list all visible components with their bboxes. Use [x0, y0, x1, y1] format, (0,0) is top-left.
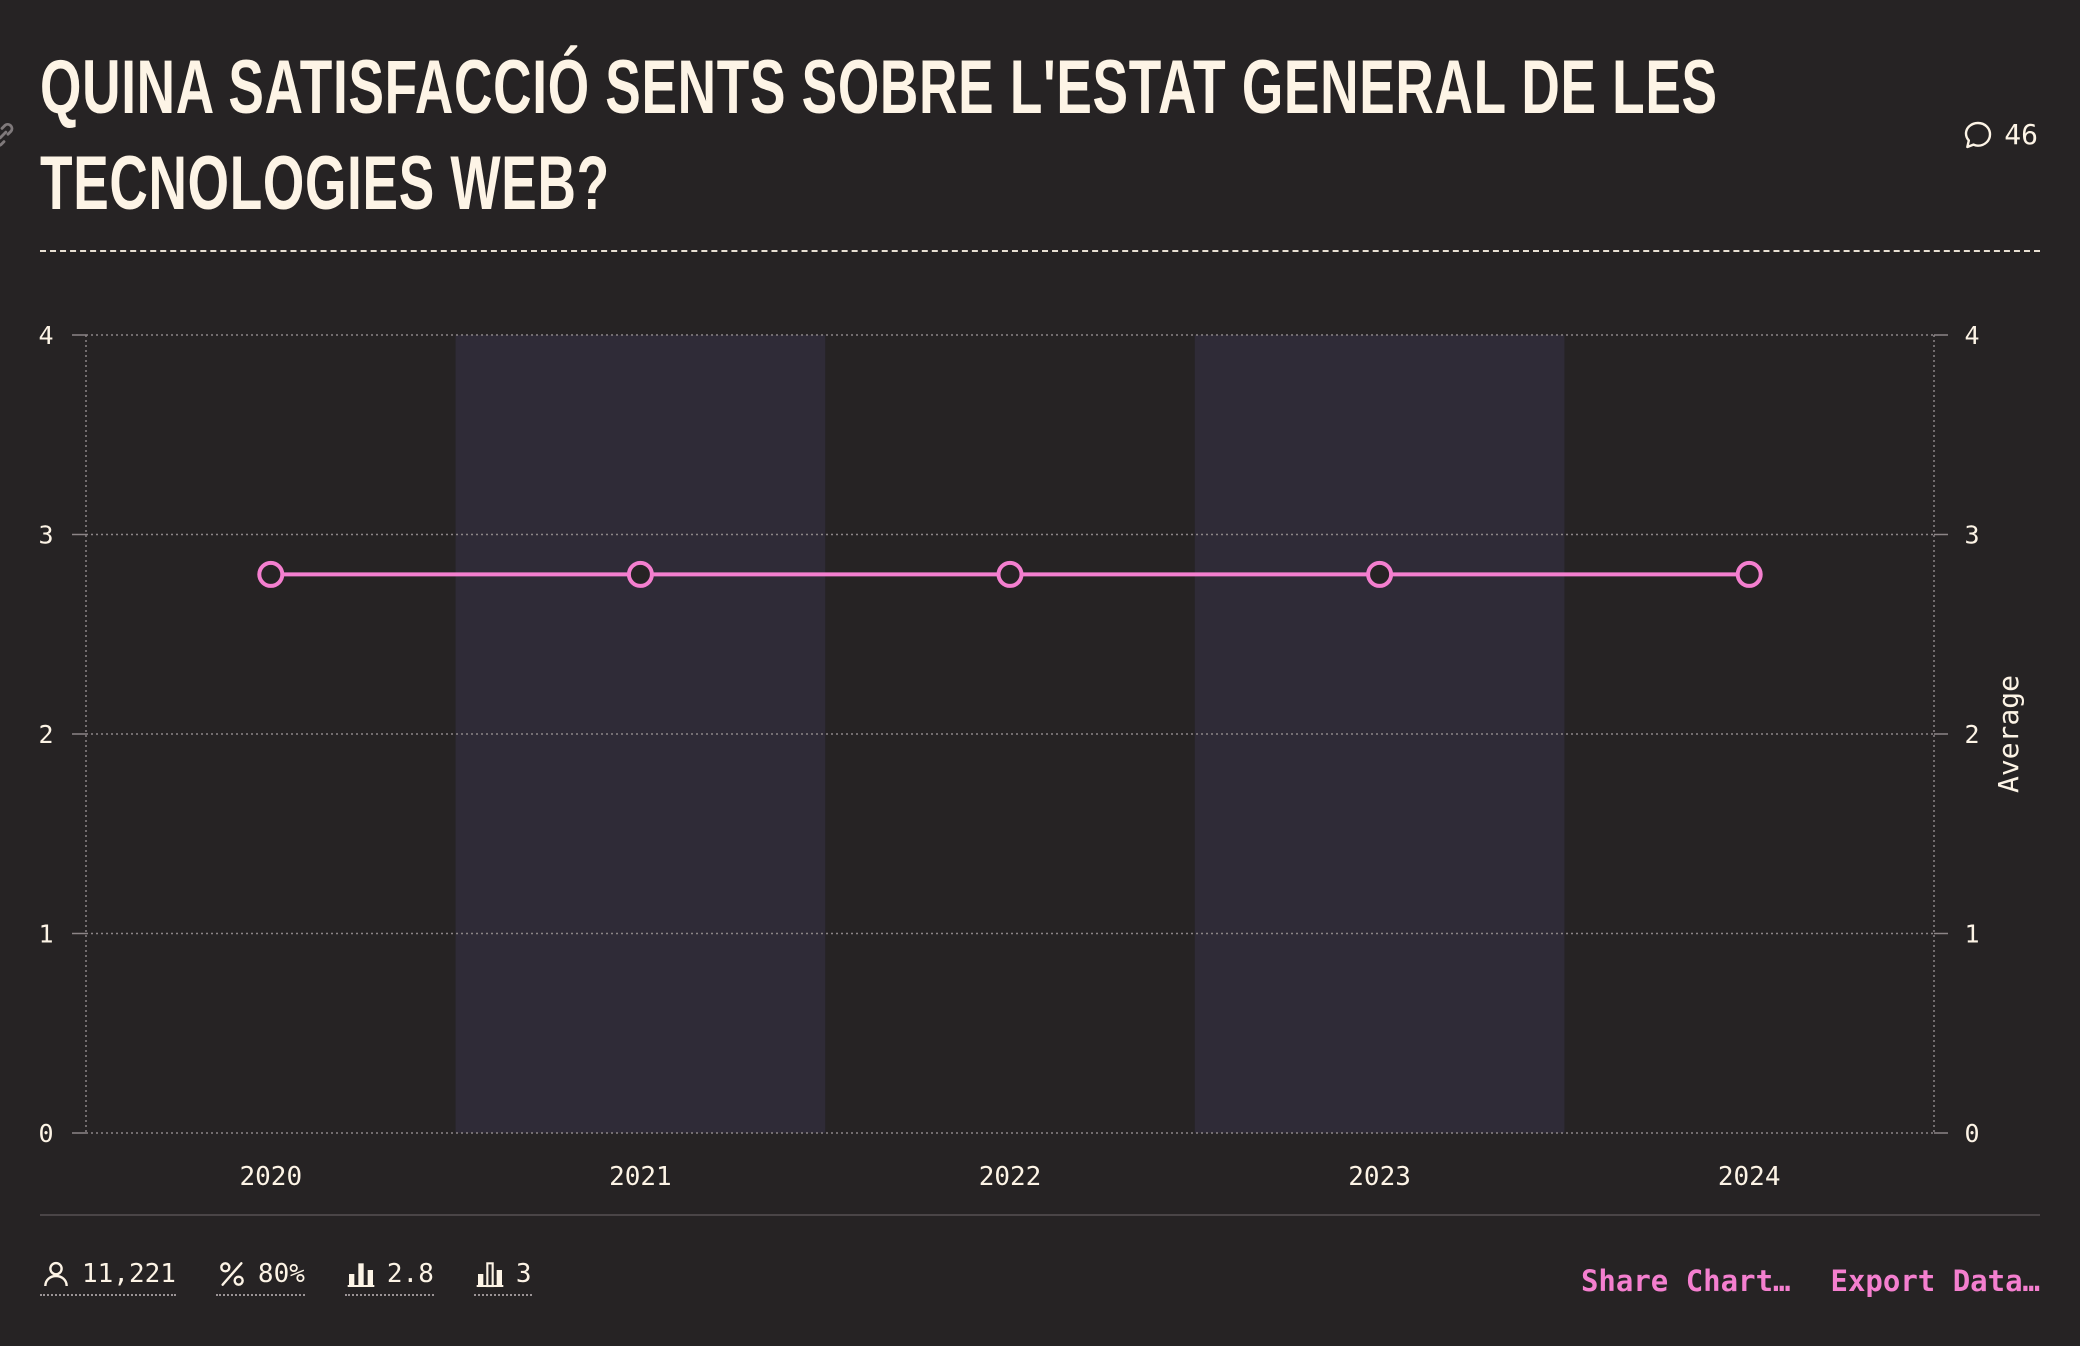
y-tick-right: 2 — [1964, 720, 1979, 749]
average-value: 2.8 — [386, 1259, 434, 1289]
percent-icon — [220, 1262, 244, 1286]
y-axis-title: Average — [1992, 675, 2025, 793]
average-stat[interactable]: 2.8 — [344, 1258, 434, 1296]
y-tick-right: 4 — [1964, 321, 1979, 350]
y-tick-left: 2 — [38, 720, 53, 749]
person-icon — [44, 1261, 68, 1287]
percent-stat[interactable]: 80% — [215, 1258, 305, 1296]
share-chart-button[interactable]: Share Chart… — [1580, 1264, 1791, 1298]
y-tick-left: 4 — [38, 321, 53, 350]
export-data-button[interactable]: Export Data… — [1830, 1264, 2040, 1298]
y-tick-left: 1 — [38, 920, 53, 949]
median-bars-icon — [476, 1262, 504, 1288]
title-divider — [40, 250, 2040, 252]
y-tick-right: 1 — [1964, 920, 1979, 949]
data-point-2024 — [1735, 560, 1763, 588]
data-point-2023 — [1366, 560, 1394, 588]
x-tick-2024: 2024 — [1718, 1162, 1781, 1192]
stats-bar: 11,221 80% 2.8 3 — [40, 1258, 532, 1296]
comment-icon — [1965, 121, 1992, 148]
line-chart: 0 0 1 1 2 2 3 3 4 4 2020 2021 2022 2023 2024 Average — [38, 321, 2025, 1192]
title-line-2: TECNOLOGIES WEB? — [40, 141, 610, 226]
y-tick-left: 3 — [38, 521, 53, 550]
y-tick-right: 0 — [1964, 1119, 1979, 1148]
x-tick-2020: 2020 — [239, 1162, 302, 1192]
link-icon[interactable] — [0, 118, 20, 152]
median-value: 3 — [515, 1259, 532, 1289]
x-tick-2022: 2022 — [979, 1162, 1042, 1192]
y-tick-right: 3 — [1964, 521, 1979, 550]
data-point-2020 — [257, 560, 285, 588]
respondents-value: 11,221 — [82, 1259, 176, 1289]
respondents-stat[interactable]: 11,221 — [40, 1258, 176, 1296]
column-band-2023 — [1194, 335, 1565, 1133]
x-tick-2021: 2021 — [609, 1162, 672, 1192]
data-point-2021 — [626, 560, 654, 588]
average-bars-icon — [347, 1263, 375, 1287]
footer-divider — [40, 1214, 2040, 1216]
comments-button[interactable]: 46 — [1962, 118, 2038, 151]
chart-actions: Share Chart… Export Data… — [1581, 1264, 2040, 1298]
data-point-2022 — [996, 560, 1024, 588]
x-tick-2023: 2023 — [1348, 1162, 1411, 1192]
percent-value: 80% — [257, 1259, 305, 1289]
y-tick-left: 0 — [38, 1119, 53, 1148]
comments-count: 46 — [2004, 118, 2038, 151]
median-stat[interactable]: 3 — [473, 1258, 532, 1296]
